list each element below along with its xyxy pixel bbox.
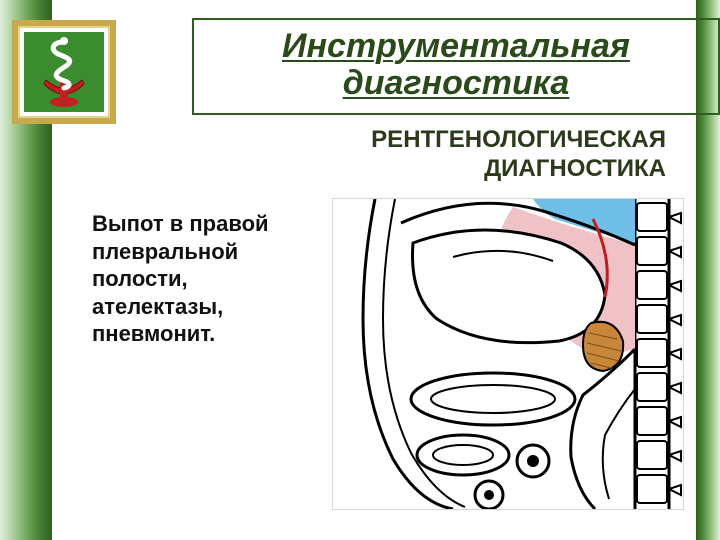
emblem-frame — [12, 20, 116, 124]
hollow-organ-1 — [411, 373, 575, 425]
slide-subtitle: РЕНТГЕНОЛОГИЧЕСКАЯ ДИАГНОСТИКА — [246, 126, 666, 184]
medical-emblem-icon — [24, 32, 104, 112]
subtitle-line-1: РЕНТГЕНОЛОГИЧЕСКАЯ — [371, 126, 666, 153]
title-box: Инструментальная диагностика — [192, 18, 720, 115]
body-text: Выпот в правой плевральной полости, ател… — [92, 210, 312, 348]
spine — [635, 199, 681, 509]
slide-content: Инструментальная диагностика РЕНТГЕНОЛОГ… — [52, 0, 696, 540]
small-organ — [583, 322, 623, 371]
slide-title: Инструментальная диагностика — [206, 28, 706, 103]
subtitle-line-2: ДИАГНОСТИКА — [484, 155, 666, 182]
anatomical-figure — [332, 198, 684, 510]
hollow-organ-2 — [417, 435, 509, 475]
